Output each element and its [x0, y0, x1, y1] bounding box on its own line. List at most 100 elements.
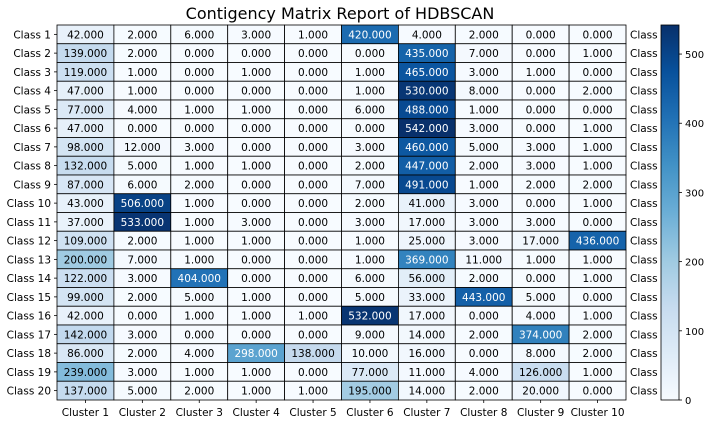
- cell-value: 1.000: [241, 292, 271, 304]
- cell-value: 0.000: [127, 123, 157, 135]
- cell-value: 239.000: [64, 367, 107, 379]
- cell-value: 4.000: [127, 104, 157, 116]
- cell-value: 2.000: [355, 161, 385, 173]
- cell-value: 7.000: [355, 179, 385, 191]
- column-label: Cluster 5: [289, 407, 336, 419]
- colorbar-gradient: [660, 24, 680, 401]
- cell-value: 0.000: [241, 198, 271, 210]
- cell-value: 465.000: [405, 67, 448, 79]
- colorbar-tick-label: 0: [685, 396, 691, 407]
- cell-value: 37.000: [67, 217, 104, 229]
- colorbar-tick-label: 300: [685, 188, 704, 199]
- cell-value: 17.000: [408, 217, 445, 229]
- right-row-label: Class 2: [630, 48, 668, 60]
- cell-value: 0.000: [127, 311, 157, 323]
- cell-value: 1.000: [469, 104, 499, 116]
- cell-value: 99.000: [67, 292, 104, 304]
- cell-value: 42.000: [67, 311, 104, 323]
- cell-value: 0.000: [241, 123, 271, 135]
- cell-value: 0.000: [583, 292, 613, 304]
- cell-value: 1.000: [184, 254, 214, 266]
- cell-value: 0.000: [184, 123, 214, 135]
- cell-value: 2.000: [355, 198, 385, 210]
- cell-value: 5.000: [526, 292, 556, 304]
- cell-value: 2.000: [184, 386, 214, 398]
- chart-title: Contigency Matrix Report of HDBSCAN: [186, 4, 495, 23]
- cell-value: 0.000: [298, 367, 328, 379]
- cell-value: 14.000: [408, 329, 445, 341]
- cell-value: 0.000: [184, 329, 214, 341]
- cell-value: 109.000: [64, 236, 107, 248]
- cell-value: 3.000: [127, 273, 157, 285]
- cell-value: 2.000: [469, 273, 499, 285]
- cell-value: 17.000: [522, 236, 559, 248]
- cell-value: 0.000: [526, 48, 556, 60]
- cell-value: 0.000: [298, 292, 328, 304]
- cell-value: 12.000: [124, 142, 161, 154]
- cell-value: 1.000: [127, 86, 157, 98]
- cell-value: 1.000: [583, 198, 613, 210]
- right-row-label: Class 16: [630, 311, 675, 323]
- cell-value: 2.000: [526, 179, 556, 191]
- cell-value: 532.000: [348, 311, 391, 323]
- cell-value: 3.000: [469, 123, 499, 135]
- cell-value: 138.000: [291, 348, 334, 360]
- cell-value: 0.000: [241, 254, 271, 266]
- cell-value: 3.000: [241, 217, 271, 229]
- column-label: Cluster 3: [176, 407, 223, 419]
- cell-value: 77.000: [67, 104, 104, 116]
- cell-value: 0.000: [526, 104, 556, 116]
- row-label: Class 20: [7, 386, 51, 398]
- cell-value: 0.000: [469, 348, 499, 360]
- cell-value: 2.000: [583, 179, 613, 191]
- cell-value: 126.000: [519, 367, 562, 379]
- cell-value: 488.000: [405, 104, 448, 116]
- column-label: Cluster 6: [346, 407, 394, 419]
- cell-value: 1.000: [184, 161, 214, 173]
- cell-value: 98.000: [67, 142, 104, 154]
- cell-value: 1.000: [526, 254, 556, 266]
- cell-value: 43.000: [67, 198, 104, 210]
- cell-value: 436.000: [576, 236, 619, 248]
- cell-value: 42.000: [67, 29, 104, 41]
- column-label: Cluster 10: [571, 407, 625, 419]
- cell-value: 0.000: [469, 311, 499, 323]
- cell-value: 3.000: [526, 142, 556, 154]
- cell-value: 369.000: [405, 254, 448, 266]
- right-row-labels: Class 1 Class 2 Class 3 Class 4 Class 5 Class…: [630, 29, 675, 397]
- cell-value: 6.000: [355, 273, 385, 285]
- cell-value: 298.000: [234, 348, 277, 360]
- cell-value: 3.000: [469, 217, 499, 229]
- cell-value: 542.000: [405, 123, 448, 135]
- cell-value: 3.000: [355, 217, 385, 229]
- cell-value: 1.000: [583, 254, 613, 266]
- cell-value: 119.000: [64, 67, 107, 79]
- cell-value: 0.000: [526, 273, 556, 285]
- cell-value: 1.000: [469, 179, 499, 191]
- cell-value: 3.000: [127, 329, 157, 341]
- column-label: Cluster 4: [233, 407, 281, 419]
- cell-value: 404.000: [178, 273, 221, 285]
- right-row-label: Class 14: [630, 273, 675, 285]
- cell-value: 491.000: [405, 179, 448, 191]
- cell-value: 139.000: [64, 48, 107, 60]
- cell-value: 47.000: [67, 123, 104, 135]
- cell-value: 0.000: [241, 273, 271, 285]
- row-label: Class 16: [7, 311, 52, 323]
- cell-value: 0.000: [298, 161, 328, 173]
- cell-value: 1.000: [184, 236, 214, 248]
- cell-value: 3.000: [526, 161, 556, 173]
- cell-value: 533.000: [121, 217, 164, 229]
- cell-value: 5.000: [469, 142, 499, 154]
- row-label: Class 5: [13, 104, 51, 116]
- cell-value: 0.000: [298, 67, 328, 79]
- cell-value: 0.000: [298, 104, 328, 116]
- cell-value: 77.000: [352, 367, 389, 379]
- column-label: Cluster 1: [62, 407, 109, 419]
- column-labels: Cluster 1 Cluster 2 Cluster 3 Cluster 4 Clus…: [62, 400, 625, 419]
- right-row-label: Class 11: [630, 217, 674, 229]
- cell-value: 420.000: [348, 29, 391, 41]
- row-label: Class 8: [13, 161, 51, 173]
- cell-value: 0.000: [298, 329, 328, 341]
- cell-value: 0.000: [241, 86, 271, 98]
